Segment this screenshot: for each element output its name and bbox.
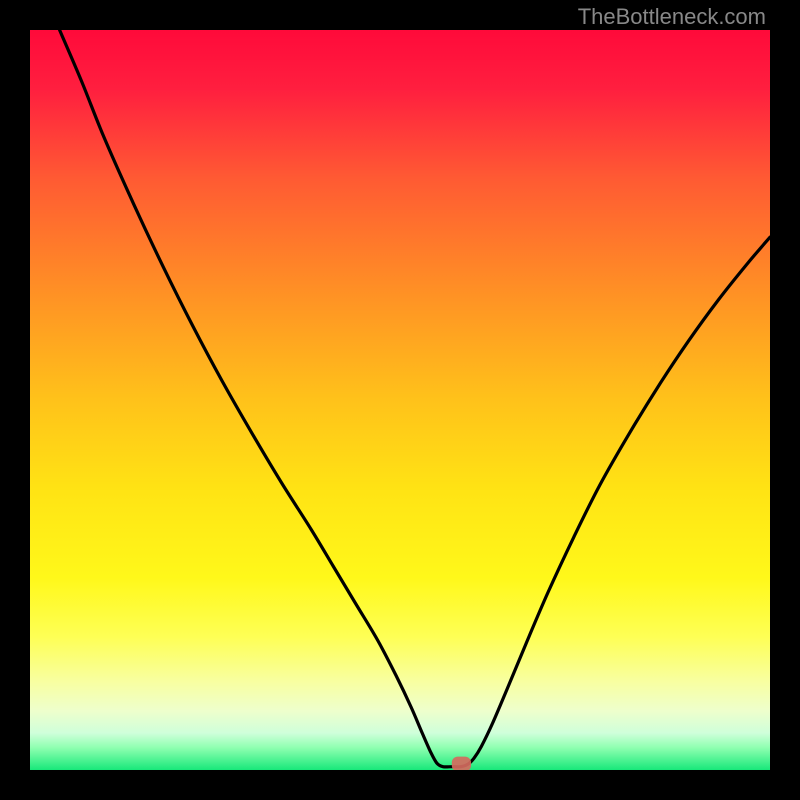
watermark-label: TheBottleneck.com [578, 4, 766, 30]
minimum-marker [452, 757, 471, 770]
curve-layer [30, 30, 770, 770]
bottleneck-curve [60, 30, 770, 767]
chart-frame: TheBottleneck.com [0, 0, 800, 800]
plot-area [30, 30, 770, 770]
